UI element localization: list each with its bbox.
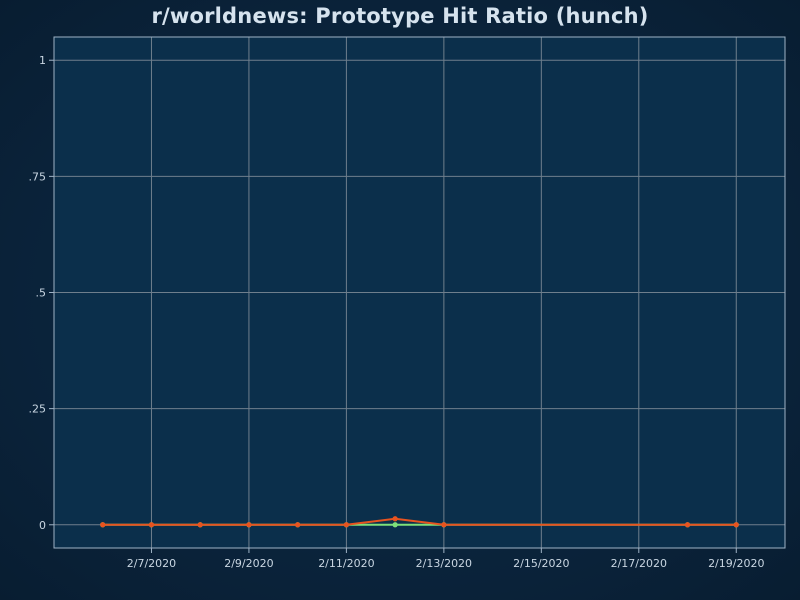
series-2-point <box>684 522 691 528</box>
y-tick-label: 0 <box>39 519 46 532</box>
x-tick-label: 2/19/2020 <box>708 557 764 570</box>
tick-labels: 0 .25 .5 .75 1 2/7/2020 2/9/2020 2/11/2020 2/13/… <box>29 54 765 570</box>
grid-lines <box>54 37 785 548</box>
y-tick-label: .5 <box>36 287 47 300</box>
x-tick-label: 2/13/2020 <box>416 557 472 570</box>
x-tick-label: 2/7/2020 <box>127 557 176 570</box>
y-tick-label: 1 <box>39 54 46 67</box>
series-2-point <box>100 522 106 528</box>
plot-frame <box>53 36 786 549</box>
series-2-line <box>102 517 737 526</box>
series-2-point <box>392 516 398 522</box>
y-tick-label: .75 <box>29 170 47 183</box>
chart-title: r/worldnews: Prototype Hit Ratio (hunch) <box>151 4 649 28</box>
x-tick-label: 2/11/2020 <box>318 557 374 570</box>
y-tick-label: .25 <box>29 403 47 416</box>
series-2-point <box>441 522 447 528</box>
x-tick-label: 2/9/2020 <box>224 557 273 570</box>
series-2-point <box>148 522 155 528</box>
series-2-point <box>295 522 301 528</box>
series-2-point <box>343 522 349 528</box>
x-tick-label: 2/17/2020 <box>611 557 667 570</box>
series-2-point <box>733 522 739 528</box>
series-layer <box>100 516 739 528</box>
x-tick-label: 2/15/2020 <box>513 557 569 570</box>
series-1-point <box>392 522 398 528</box>
series-2-point <box>197 522 203 528</box>
series-2-point <box>246 522 252 528</box>
